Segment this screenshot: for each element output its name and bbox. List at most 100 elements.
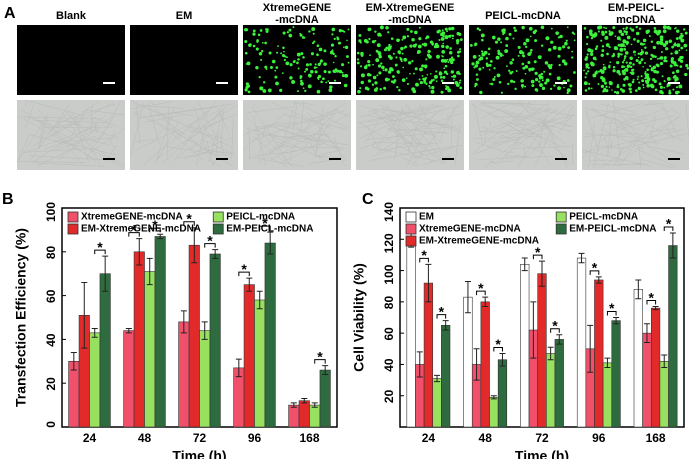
cell-dot <box>662 25 667 30</box>
texture <box>526 100 530 108</box>
cell-dot <box>472 54 477 59</box>
cell-dot <box>655 70 659 74</box>
texture <box>89 128 125 153</box>
texture <box>256 121 298 128</box>
cell-dot <box>637 75 640 78</box>
cell-dot <box>629 90 633 94</box>
texture <box>585 150 610 167</box>
legend-swatch <box>555 211 567 223</box>
texture <box>155 106 175 163</box>
cell-dot <box>286 56 288 59</box>
cell-dot <box>260 58 263 61</box>
cell-dot <box>478 54 481 57</box>
cell-dot <box>338 41 342 45</box>
texture <box>607 118 612 158</box>
texture <box>600 128 645 150</box>
texture <box>629 116 684 142</box>
cell-dot <box>683 43 688 48</box>
cell-dot <box>558 63 561 67</box>
texture <box>499 104 546 138</box>
cell-dot <box>616 85 619 88</box>
cell-dot <box>247 90 251 94</box>
cell-dot <box>623 68 626 72</box>
texture <box>245 115 293 168</box>
error-bar <box>290 402 297 408</box>
texture <box>583 132 640 137</box>
texture <box>134 139 155 142</box>
cell-dot <box>440 79 444 83</box>
cell-dot <box>479 90 483 95</box>
texture <box>661 103 682 142</box>
cell-dot <box>427 49 431 54</box>
cell-dot <box>629 27 632 30</box>
cell-dot <box>292 60 296 64</box>
cell-dot <box>323 49 327 53</box>
cell-dot <box>592 56 597 61</box>
significance-bracket <box>663 226 674 232</box>
cell-dot <box>497 49 500 53</box>
cell-dot <box>583 27 587 30</box>
bar <box>178 321 190 428</box>
texture <box>72 111 89 163</box>
cell-dot <box>527 53 529 56</box>
error-bar <box>635 279 642 300</box>
cell-dot <box>419 37 422 40</box>
cell-dot <box>590 64 593 67</box>
cell-dot <box>660 51 663 53</box>
cell-dot <box>563 86 565 89</box>
cell-dot <box>675 76 679 80</box>
cell-dot <box>318 47 323 52</box>
cell-dot <box>452 37 454 40</box>
cell-dot <box>588 82 591 86</box>
texture <box>129 103 144 157</box>
cell-dot <box>268 51 272 55</box>
cell-dot <box>638 27 642 30</box>
cell-dot <box>448 35 452 38</box>
cell-dot <box>388 43 391 47</box>
cell-dot <box>665 41 669 45</box>
cell-dot <box>649 83 654 88</box>
cell-dot <box>528 61 531 64</box>
cell-dot <box>341 29 344 32</box>
significance-mark: * <box>152 217 158 233</box>
cell-dot <box>557 36 561 39</box>
cell-dot <box>270 66 273 69</box>
cell-dot <box>440 90 444 94</box>
cell-dot <box>264 41 267 45</box>
cell-dot <box>443 70 448 74</box>
cell-dot <box>502 54 504 57</box>
significance-mark: * <box>97 239 103 255</box>
texture <box>18 116 100 119</box>
cell-dot <box>534 29 538 33</box>
cell-dot <box>363 38 368 43</box>
cell-dot <box>316 89 321 94</box>
texture <box>537 142 551 167</box>
cell-dot <box>446 30 448 33</box>
cell-dot <box>549 87 553 91</box>
cell-dot <box>343 46 345 49</box>
cell-dot <box>456 50 460 54</box>
cell-dot <box>640 49 643 51</box>
cell-dot <box>591 34 595 38</box>
bar <box>254 299 266 428</box>
cell-dot <box>441 29 444 32</box>
significance-bracket <box>94 249 106 255</box>
cell-dot <box>500 41 503 44</box>
cell-dot <box>396 86 399 89</box>
cell-dot <box>665 47 669 51</box>
y-tick-label: 60 <box>44 289 58 303</box>
cell-dot <box>652 78 656 82</box>
cell-dot <box>613 90 617 94</box>
cell-dot <box>424 66 427 69</box>
significance-bracket <box>238 271 250 277</box>
texture <box>372 146 446 164</box>
cell-dot <box>374 81 378 85</box>
cell-dot <box>631 68 635 71</box>
cell-dot <box>684 31 688 35</box>
texture <box>166 105 169 161</box>
cell-dot <box>409 72 411 75</box>
texture <box>526 138 547 158</box>
texture <box>49 101 99 138</box>
texture <box>538 101 550 145</box>
cell-dot <box>674 42 677 44</box>
